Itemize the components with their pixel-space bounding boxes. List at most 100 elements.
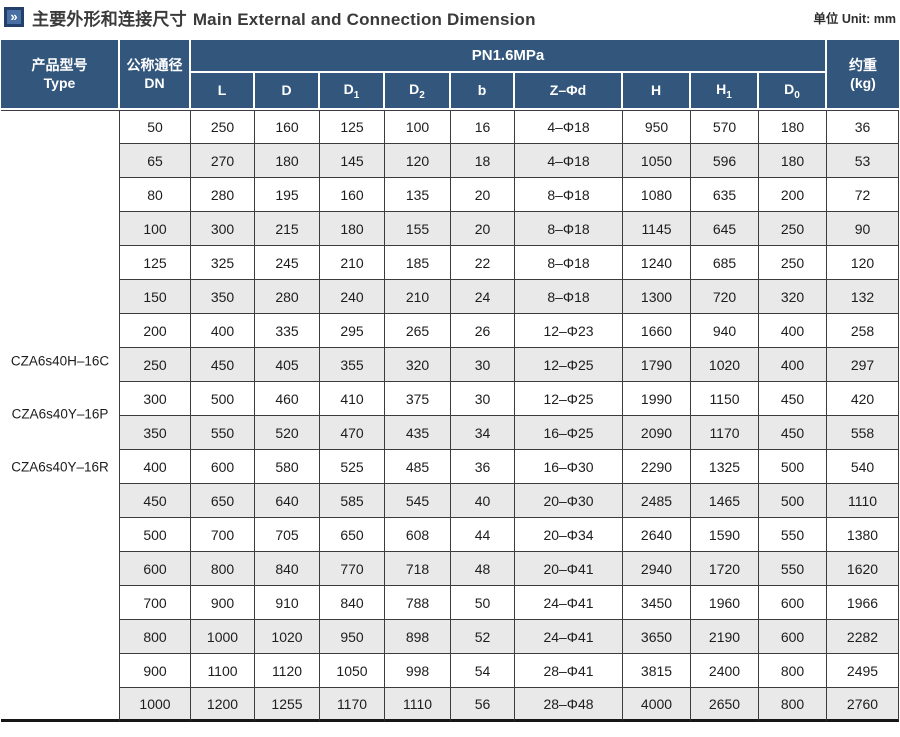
table-cell: 250 <box>759 212 828 246</box>
table-cell: 375 <box>385 382 451 416</box>
table-cell: 20 <box>451 212 515 246</box>
column-header-d: D <box>255 73 320 110</box>
product-type-label: CZA6s40H–16C <box>10 353 110 369</box>
table-cell: 450 <box>759 416 828 450</box>
table-cell: 270 <box>191 144 255 178</box>
table-cell: 400 <box>759 314 828 348</box>
table-cell: 950 <box>320 620 385 654</box>
column-header-dn-en: DN <box>144 75 165 91</box>
table-cell: 898 <box>385 620 451 654</box>
table-cell: 210 <box>320 246 385 280</box>
column-header-weight-en: (kg) <box>850 75 876 91</box>
table-cell: 570 <box>691 110 759 144</box>
column-header-type: 产品型号 Type <box>1 40 120 110</box>
table-cell: 300 <box>191 212 255 246</box>
table-cell: 3450 <box>623 586 691 620</box>
table-cell: 2290 <box>623 450 691 484</box>
column-header-type-zh: 产品型号 <box>31 56 88 73</box>
table-cell: 8–Φ18 <box>515 246 623 280</box>
table-cell: 180 <box>255 144 320 178</box>
table-cell: 1120 <box>255 654 320 688</box>
table-cell: 450 <box>191 348 255 382</box>
table-cell: 450 <box>120 484 191 518</box>
table-cell: 545 <box>385 484 451 518</box>
table-row: 100 300 215 180 155 20 8–Φ18 1145 645 250 90 <box>1 212 899 246</box>
table-cell: 1465 <box>691 484 759 518</box>
table-cell: 1170 <box>691 416 759 450</box>
table-cell: 240 <box>320 280 385 314</box>
table-cell: 650 <box>320 518 385 552</box>
table-cell: 4–Φ18 <box>515 144 623 178</box>
table-cell: 2282 <box>827 620 899 654</box>
table-cell: 16–Φ30 <box>515 450 623 484</box>
table-cell: 550 <box>191 416 255 450</box>
table-row: 80 280 195 160 135 20 8–Φ18 1080 635 200 72 <box>1 178 899 212</box>
table-cell: 1000 <box>191 620 255 654</box>
double-chevron-icon: » <box>4 7 24 27</box>
column-header-dn: 公称通径 DN <box>120 40 191 110</box>
table-cell: 8–Φ18 <box>515 280 623 314</box>
table-cell: 150 <box>120 280 191 314</box>
table-cell: 50 <box>120 110 191 144</box>
table-cell: 1240 <box>623 246 691 280</box>
table-cell: 1020 <box>255 620 320 654</box>
table-cell: 180 <box>759 110 828 144</box>
table-cell: 998 <box>385 654 451 688</box>
table-cell: 28–Φ41 <box>515 654 623 688</box>
table-cell: 297 <box>827 348 899 382</box>
table-row: 900 1100 1120 1050 998 54 28–Φ41 3815 2400 800 249… <box>1 654 899 688</box>
table-row: 700 900 910 840 788 50 24–Φ41 3450 1960 600 1966 <box>1 586 899 620</box>
table-cell: 720 <box>691 280 759 314</box>
column-header-d0: D0 <box>759 73 828 110</box>
table-cell: 36 <box>451 450 515 484</box>
table-cell: 250 <box>191 110 255 144</box>
table-row: 200 400 335 295 265 26 12–Φ23 1660 940 400 258 <box>1 314 899 348</box>
table-row: 1000 1200 1255 1170 1110 56 28–Φ48 4000 2650 800 2… <box>1 688 899 722</box>
table-cell: 2940 <box>623 552 691 586</box>
table-cell: 160 <box>255 110 320 144</box>
table-cell: 705 <box>255 518 320 552</box>
table-cell: 580 <box>255 450 320 484</box>
table-cell: 770 <box>320 552 385 586</box>
table-cell: 355 <box>320 348 385 382</box>
table-cell: 8–Φ18 <box>515 178 623 212</box>
table-cell: 840 <box>255 552 320 586</box>
table-cell: 1080 <box>623 178 691 212</box>
table-cell: 900 <box>191 586 255 620</box>
table-cell: 600 <box>759 586 828 620</box>
table-cell: 1150 <box>691 382 759 416</box>
table-cell: 650 <box>191 484 255 518</box>
page-title-zh: 主要外形和连接尺寸 <box>32 9 187 29</box>
table-row: 800 1000 1020 950 898 52 24–Φ41 3650 2190 600 2282 <box>1 620 899 654</box>
column-header-h: H <box>623 73 691 110</box>
table-cell: 420 <box>827 382 899 416</box>
table-cell: 54 <box>451 654 515 688</box>
table-cell: 1050 <box>320 654 385 688</box>
table-cell: 2090 <box>623 416 691 450</box>
table-cell: 250 <box>120 348 191 382</box>
table-cell: 788 <box>385 586 451 620</box>
table-row: 350 550 520 470 435 34 16–Φ25 2090 1170 450 558 <box>1 416 899 450</box>
table-cell: 132 <box>827 280 899 314</box>
table-cell: 258 <box>827 314 899 348</box>
table-cell: 600 <box>759 620 828 654</box>
product-type-cell: CZA6s40H–16C CZA6s40Y–16P CZA6s40Y–16R <box>1 110 120 722</box>
table-cell: 1790 <box>623 348 691 382</box>
table-cell: 1325 <box>691 450 759 484</box>
table-cell: 550 <box>759 518 828 552</box>
table-cell: 125 <box>320 110 385 144</box>
table-cell: 48 <box>451 552 515 586</box>
table-cell: 195 <box>255 178 320 212</box>
table-cell: 16 <box>451 110 515 144</box>
table-cell: 265 <box>385 314 451 348</box>
table-cell: 8–Φ18 <box>515 212 623 246</box>
table-cell: 1590 <box>691 518 759 552</box>
table-cell: 2760 <box>827 688 899 722</box>
table-cell: 12–Φ25 <box>515 382 623 416</box>
section-title-bar: » 主要外形和连接尺寸 Main External and Connection … <box>1 0 899 40</box>
table-cell: 56 <box>451 688 515 722</box>
table-cell: 1050 <box>623 144 691 178</box>
table-cell: 485 <box>385 450 451 484</box>
table-cell: 558 <box>827 416 899 450</box>
table-cell: 30 <box>451 382 515 416</box>
